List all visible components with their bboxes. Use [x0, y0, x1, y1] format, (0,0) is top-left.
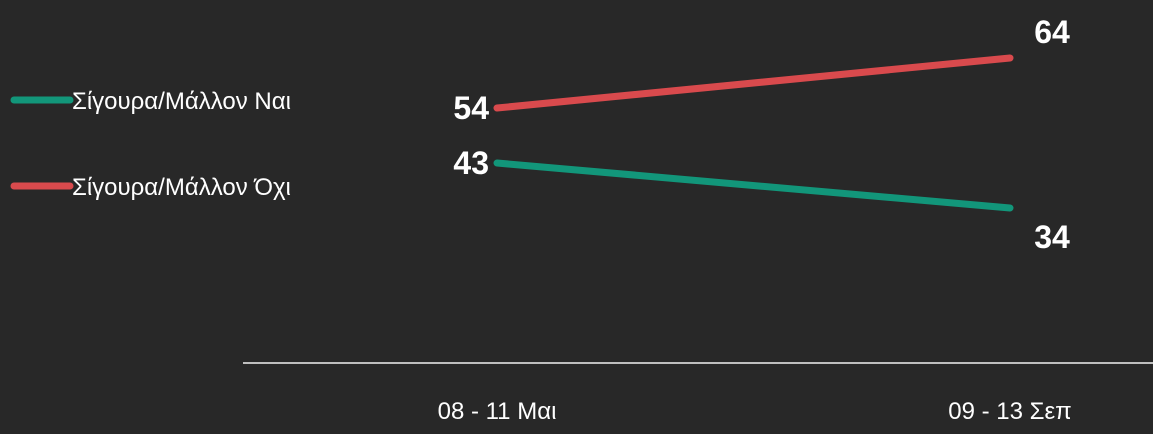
data-label-s1-p1: 43 — [453, 145, 489, 181]
data-label-s2-p2: 64 — [1034, 14, 1070, 50]
series-line-2 — [493, 54, 1014, 112]
data-labels: 43 34 54 64 — [453, 14, 1070, 255]
legend-label-2: Σίγουρα/Μάλλον Όχι — [72, 174, 291, 201]
legend-label-1: Σίγουρα/Μάλλον Ναι — [72, 88, 291, 115]
x-tick-label-2: 09 - 13 Σεπ — [948, 398, 1071, 425]
data-label-s2-p1: 54 — [453, 90, 489, 126]
legend: Σίγουρα/Μάλλον Ναι Σίγουρα/Μάλλον Όχι — [10, 88, 291, 201]
data-label-s1-p2: 34 — [1034, 219, 1070, 255]
series-layer — [493, 54, 1014, 212]
series-line-1 — [493, 159, 1014, 212]
x-tick-label-1: 08 - 11 Μαι — [438, 398, 557, 425]
x-tick-labels: 08 - 11 Μαι 09 - 13 Σεπ — [438, 398, 1072, 425]
